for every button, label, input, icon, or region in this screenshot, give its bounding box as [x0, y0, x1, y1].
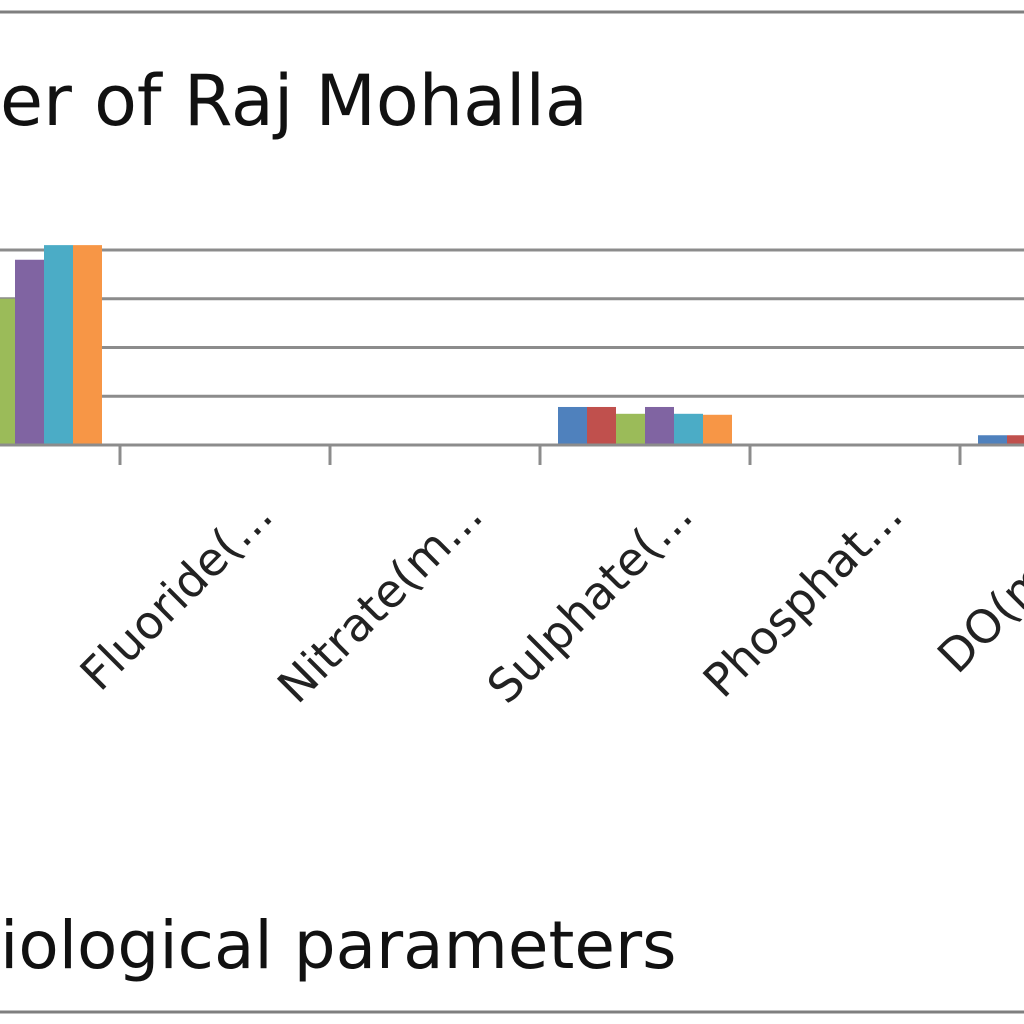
x-tick-label: DO(mg/...	[927, 488, 1024, 684]
bar	[44, 245, 73, 445]
chart-title: er of Raj Mohalla	[0, 60, 588, 142]
bar	[587, 406, 616, 445]
x-tick-labels: Fluoride(...Nitrate(m...Sulphate(...Phos…	[70, 488, 1024, 714]
bar	[645, 406, 674, 445]
bar	[703, 414, 732, 445]
x-tick-label: Fluoride(...	[70, 488, 283, 701]
bars	[0, 245, 1024, 445]
x-tick-label: Phosphat...	[693, 488, 913, 708]
frame-lines	[0, 10, 1024, 1014]
bar	[558, 406, 587, 445]
bar	[1007, 435, 1024, 445]
gridlines	[0, 248, 1024, 398]
bar	[978, 435, 1007, 445]
x-axis	[0, 443, 1024, 465]
bar	[15, 259, 44, 445]
bar	[0, 298, 15, 445]
bar	[73, 245, 102, 445]
bar	[616, 413, 645, 445]
bar	[674, 413, 703, 445]
x-tick-label: Sulphate(...	[477, 488, 703, 714]
x-axis-title: iological parameters	[0, 907, 677, 984]
x-tick-label: Nitrate(m...	[267, 488, 493, 714]
